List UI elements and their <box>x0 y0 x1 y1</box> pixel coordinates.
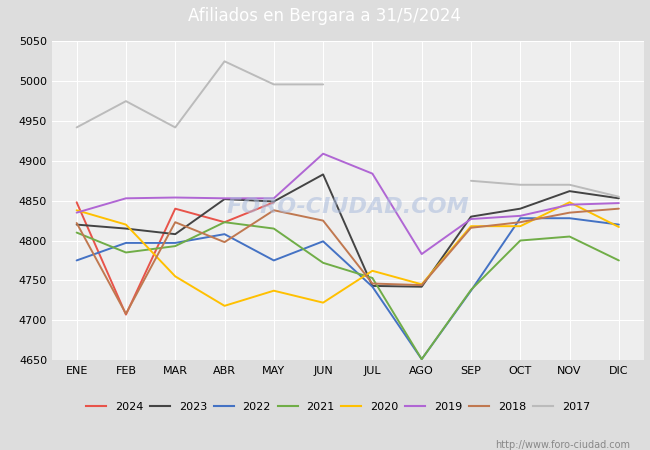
Legend: 2024, 2023, 2022, 2021, 2020, 2019, 2018, 2017: 2024, 2023, 2022, 2021, 2020, 2019, 2018… <box>83 399 593 416</box>
Text: FORO-CIUDAD.COM: FORO-CIUDAD.COM <box>226 197 469 217</box>
Text: http://www.foro-ciudad.com: http://www.foro-ciudad.com <box>495 440 630 450</box>
Text: Afiliados en Bergara a 31/5/2024: Afiliados en Bergara a 31/5/2024 <box>188 7 462 25</box>
